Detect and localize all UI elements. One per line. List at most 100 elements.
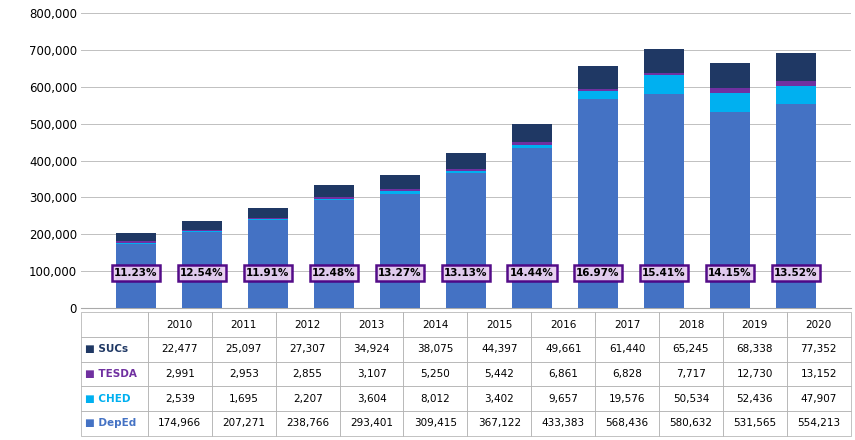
Text: 34,924: 34,924: [353, 345, 390, 354]
Bar: [644, 94, 684, 308]
Text: 2,953: 2,953: [229, 369, 259, 379]
Text: 2019: 2019: [741, 320, 768, 330]
Bar: [776, 53, 816, 81]
Text: 580,632: 580,632: [669, 418, 712, 428]
Bar: [446, 153, 486, 169]
Text: 2014: 2014: [422, 320, 449, 330]
Bar: [116, 243, 156, 308]
Text: 2020: 2020: [805, 320, 832, 330]
Bar: [248, 208, 288, 218]
Text: 433,383: 433,383: [542, 418, 585, 428]
Text: 61,440: 61,440: [609, 345, 646, 354]
Text: 2012: 2012: [294, 320, 321, 330]
Text: 2,991: 2,991: [165, 369, 195, 379]
Text: 52,436: 52,436: [737, 394, 773, 403]
Bar: [711, 88, 750, 93]
Text: 13.27%: 13.27%: [378, 268, 422, 278]
Bar: [446, 172, 486, 173]
Text: 38,075: 38,075: [417, 345, 454, 354]
Bar: [182, 231, 221, 308]
Text: 13,152: 13,152: [800, 369, 837, 379]
Bar: [644, 48, 684, 73]
Bar: [314, 200, 354, 308]
Bar: [446, 169, 486, 172]
Text: 367,122: 367,122: [478, 418, 521, 428]
Text: 6,861: 6,861: [548, 369, 578, 379]
Text: 2017: 2017: [614, 320, 640, 330]
Text: 19,576: 19,576: [609, 394, 646, 403]
Bar: [116, 233, 156, 242]
Bar: [380, 175, 420, 189]
Text: 7,717: 7,717: [676, 369, 706, 379]
Bar: [248, 219, 288, 220]
Text: ■ SUCs: ■ SUCs: [85, 345, 127, 354]
Text: 293,401: 293,401: [350, 418, 393, 428]
Text: 238,766: 238,766: [286, 418, 329, 428]
Text: 2015: 2015: [486, 320, 512, 330]
Text: 15.41%: 15.41%: [642, 268, 686, 278]
Text: 14.44%: 14.44%: [510, 268, 554, 278]
Bar: [182, 220, 221, 230]
Text: 8,012: 8,012: [421, 394, 451, 403]
Bar: [248, 218, 288, 219]
Text: 531,565: 531,565: [734, 418, 776, 428]
Text: 27,307: 27,307: [290, 345, 326, 354]
Bar: [380, 194, 420, 308]
Text: 554,213: 554,213: [797, 418, 840, 428]
Bar: [446, 173, 486, 308]
Text: 3,107: 3,107: [357, 369, 386, 379]
Text: ■ CHED: ■ CHED: [85, 394, 130, 403]
Text: 207,271: 207,271: [222, 418, 265, 428]
Text: 6,828: 6,828: [612, 369, 642, 379]
Bar: [776, 104, 816, 308]
Text: 5,250: 5,250: [421, 369, 451, 379]
Text: 2011: 2011: [231, 320, 257, 330]
Text: 12.48%: 12.48%: [312, 268, 356, 278]
Bar: [512, 124, 551, 142]
Text: 174,966: 174,966: [158, 418, 202, 428]
Bar: [644, 75, 684, 94]
Text: 3,604: 3,604: [357, 394, 386, 403]
Text: 65,245: 65,245: [673, 345, 710, 354]
Text: 13.13%: 13.13%: [445, 268, 487, 278]
Bar: [578, 99, 618, 308]
Text: 9,657: 9,657: [548, 394, 578, 403]
Text: 12,730: 12,730: [737, 369, 773, 379]
Text: 13.52%: 13.52%: [774, 268, 817, 278]
Bar: [578, 89, 618, 92]
Text: 50,534: 50,534: [673, 394, 709, 403]
Text: 568,436: 568,436: [605, 418, 649, 428]
Text: 2,207: 2,207: [292, 394, 322, 403]
Text: 1,695: 1,695: [229, 394, 259, 403]
Text: 22,477: 22,477: [162, 345, 198, 354]
Text: 44,397: 44,397: [481, 345, 517, 354]
Text: ■ TESDA: ■ TESDA: [85, 369, 137, 379]
Text: 2010: 2010: [167, 320, 193, 330]
Bar: [248, 220, 288, 308]
Bar: [711, 93, 750, 112]
Bar: [776, 86, 816, 104]
Bar: [512, 142, 551, 145]
Text: 3,402: 3,402: [485, 394, 514, 403]
Bar: [711, 112, 750, 308]
Text: 12.54%: 12.54%: [180, 268, 224, 278]
Text: 47,907: 47,907: [800, 394, 837, 403]
Bar: [380, 189, 420, 191]
Text: 309,415: 309,415: [414, 418, 457, 428]
Bar: [578, 92, 618, 99]
Bar: [182, 230, 221, 231]
Text: 77,352: 77,352: [800, 345, 837, 354]
Text: 2018: 2018: [678, 320, 705, 330]
Bar: [776, 81, 816, 86]
Bar: [644, 73, 684, 75]
Bar: [314, 198, 354, 200]
Text: 11.91%: 11.91%: [246, 268, 290, 278]
Bar: [711, 63, 750, 88]
Text: 11.23%: 11.23%: [115, 268, 158, 278]
Text: 49,661: 49,661: [545, 345, 581, 354]
Text: 68,338: 68,338: [737, 345, 773, 354]
Text: 16.97%: 16.97%: [576, 268, 620, 278]
Text: 2013: 2013: [358, 320, 385, 330]
Bar: [512, 148, 551, 308]
Bar: [380, 191, 420, 194]
